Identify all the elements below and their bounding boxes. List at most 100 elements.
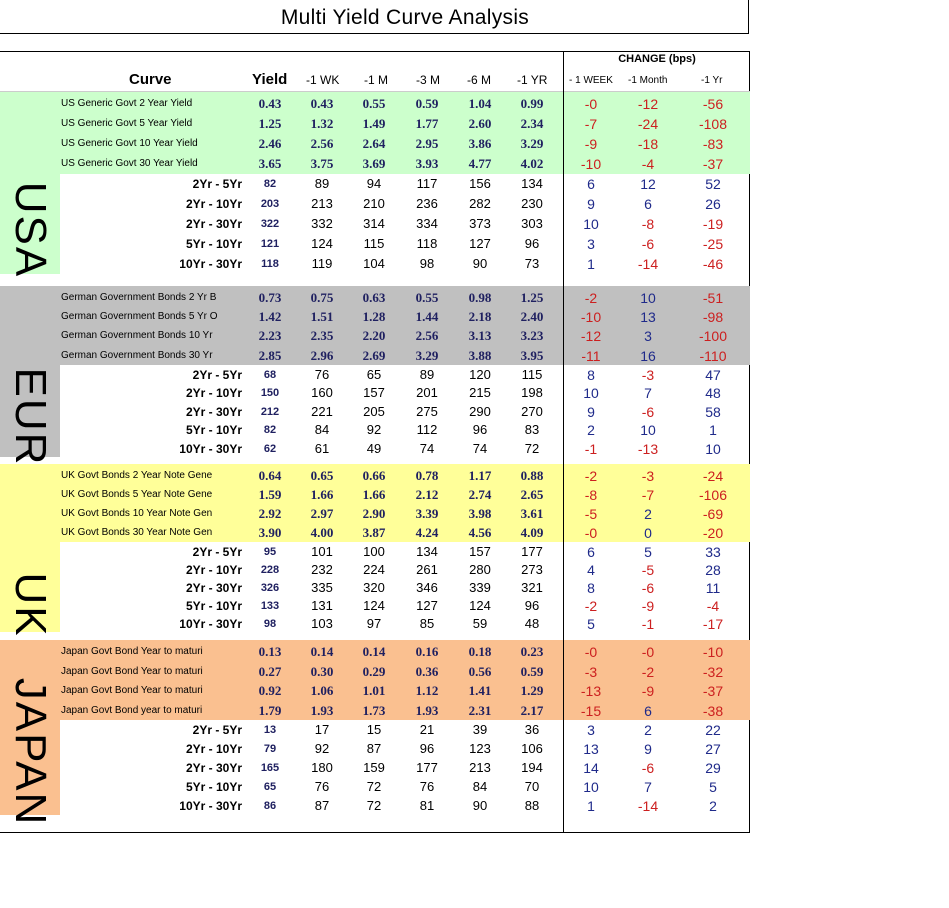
bond-yield: 0.64 (258, 468, 282, 483)
spread-hist-value: 104 (363, 256, 385, 271)
spread-name: 5Yr - 10Yr (185, 423, 242, 438)
bond-hist-value: 1.06 (310, 683, 334, 698)
bond-name: UK Govt Bonds 2 Year Note Gene (61, 470, 213, 481)
bond-hist-value: 2.17 (520, 702, 544, 718)
spread-yield: 62 (263, 442, 277, 455)
bond-change-value: -9 (584, 136, 598, 152)
spread-change-value: 7 (644, 385, 652, 402)
bond-hist-value: 2.40 (520, 309, 544, 325)
spread-change-value: 27 (705, 741, 721, 757)
bond-change-value: -3 (641, 468, 655, 484)
spread-yield: 322 (260, 218, 280, 230)
spread-hist-value: 156 (469, 176, 491, 191)
bond-change-value: -12 (580, 328, 602, 345)
spread-change-value: 33 (705, 544, 721, 560)
spread-hist-value: 282 (469, 196, 491, 211)
spread-hist-value: 198 (521, 385, 543, 401)
spread-change-value: 5 (709, 779, 717, 795)
spread-hist-value: 65 (366, 366, 382, 382)
spread-hist-value: 270 (521, 403, 543, 419)
bond-change-value: 2 (644, 506, 652, 522)
bond-change-value: -56 (702, 96, 724, 112)
spread-hist-value: 131 (311, 598, 333, 613)
spread-hist-value: 96 (524, 598, 540, 613)
spread-hist-value: 127 (416, 598, 438, 613)
spread-name: 2Yr - 30Yr (185, 404, 242, 419)
spread-hist-value: 21 (419, 722, 435, 737)
bond-hist-value: 3.29 (520, 136, 544, 151)
bond-hist-value: 0.88 (520, 468, 544, 483)
spread-change-value: 10 (583, 216, 599, 232)
spread-hist-value: 72 (366, 798, 382, 813)
bond-change-value: -0 (584, 644, 598, 660)
bond-hist-value: 1.66 (310, 487, 334, 502)
country-block-usa (0, 92, 60, 274)
bond-change-value: -108 (698, 116, 728, 132)
bond-yield: 0.73 (258, 290, 282, 305)
spread-yield: 95 (263, 546, 277, 558)
country-label: UK (6, 572, 55, 638)
bond-change-value: -7 (584, 116, 598, 132)
spread-hist-value: 232 (311, 562, 333, 577)
bond-name: US Generic Govt 5 Year Yield (61, 118, 193, 129)
spread-change-value: -6 (641, 760, 655, 776)
bond-hist-value: 0.55 (362, 96, 386, 111)
spread-yield: 79 (263, 743, 277, 755)
bond-yield: 0.92 (258, 683, 282, 698)
bond-change-value: -2 (641, 663, 655, 680)
spread-hist-value: 320 (363, 580, 385, 595)
bond-change-value: -13 (580, 683, 602, 699)
bond-change-value: -37 (702, 156, 724, 172)
spread-hist-value: 73 (524, 256, 540, 271)
bond-hist-value: 4.09 (520, 525, 544, 540)
bond-hist-value: 0.14 (310, 644, 334, 659)
bond-name: German Government Bonds 10 Yr (61, 330, 213, 342)
bond-hist-value: 0.36 (415, 663, 439, 679)
spread-hist-value: 159 (363, 760, 385, 775)
spread-name: 5Yr - 10Yr (185, 599, 242, 613)
spread-hist-value: 74 (472, 440, 488, 456)
bond-hist-value: 1.51 (310, 309, 334, 325)
spread-hist-value: 85 (419, 616, 435, 631)
spread-hist-value: 123 (469, 741, 491, 756)
bond-hist-value: 2.20 (362, 328, 386, 344)
spread-name: 10Yr - 30Yr (179, 441, 242, 456)
spread-yield: 86 (263, 800, 277, 812)
bond-hist-value: 2.65 (520, 487, 544, 502)
bond-hist-value: 2.56 (310, 136, 334, 151)
bond-hist-value: 4.77 (468, 156, 492, 171)
spread-hist-value: 76 (314, 779, 330, 794)
bond-hist-value: 1.12 (415, 683, 439, 698)
spread-hist-value: 346 (416, 580, 438, 595)
spread-change-value: -8 (641, 216, 655, 232)
bond-change-value: -0 (584, 525, 598, 541)
change-section-divider (563, 51, 564, 833)
bond-yield: 1.79 (258, 702, 282, 718)
spread-change-value: 14 (583, 760, 599, 776)
spread-hist-value: 275 (416, 403, 438, 419)
bond-change-value: -98 (702, 309, 724, 326)
bond-hist-value: 2.95 (415, 136, 439, 151)
bond-hist-value: 1.04 (468, 96, 492, 111)
spread-change-value: -4 (706, 598, 720, 614)
spread-change-value: 12 (640, 176, 656, 192)
spread-yield: 82 (263, 424, 277, 437)
spread-change-value: 2 (709, 798, 717, 814)
spread-name: 5Yr - 10Yr (185, 237, 242, 251)
spread-name: 2Yr - 5Yr (192, 367, 242, 382)
spread-change-value: 2 (587, 422, 595, 439)
spread-hist-value: 273 (521, 562, 543, 577)
bond-change-value: 16 (640, 347, 656, 364)
spread-hist-value: 180 (311, 760, 333, 775)
spread-name: 10Yr - 30Yr (179, 617, 242, 631)
section-band-uk (0, 464, 563, 542)
bond-change-value: -18 (637, 136, 659, 152)
spread-hist-value: 224 (363, 562, 385, 577)
spread-hist-value: 124 (363, 598, 385, 613)
bond-change-value: -10 (580, 156, 602, 172)
spread-hist-value: 49 (366, 440, 382, 456)
spread-change-value: 28 (705, 562, 721, 578)
spread-hist-value: 160 (311, 385, 333, 401)
spread-change-value: 48 (705, 385, 721, 402)
bond-hist-value: 2.35 (310, 328, 334, 344)
